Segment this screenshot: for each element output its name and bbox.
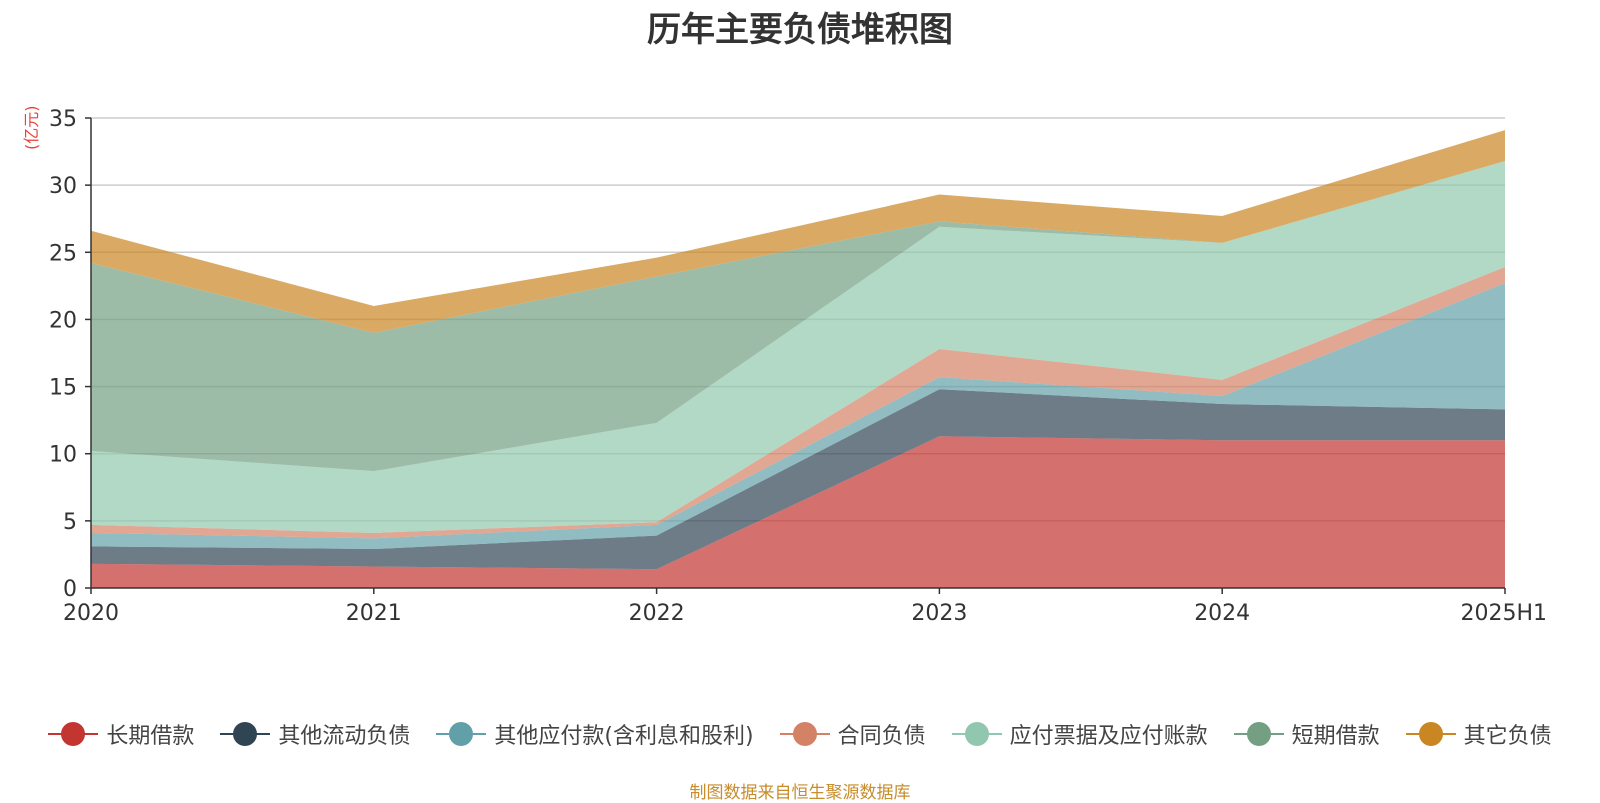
legend-item[interactable]: 合同负债 — [779, 718, 926, 750]
x-tick-label: 2024 — [1194, 601, 1250, 626]
legend-marker-icon — [48, 722, 99, 746]
y-tick-label: 20 — [49, 308, 77, 333]
axes: 0 5 10 15 20 25 30 35 2020 2021 2022 2023 2024 2025H1 — [49, 107, 1547, 626]
y-tick-label: 10 — [49, 443, 77, 468]
legend-label: 合同负债 — [837, 724, 926, 749]
legend-marker-icon — [951, 722, 1002, 746]
legend-label: 短期借款 — [1291, 724, 1380, 749]
x-tick-label: 2021 — [346, 601, 402, 626]
y-tick-label: 30 — [49, 174, 77, 199]
x-tick-label: 2022 — [629, 601, 685, 626]
legend-label: 长期借款 — [106, 724, 195, 749]
y-tick-label: 35 — [49, 107, 77, 132]
x-tick-label: 2020 — [63, 601, 119, 626]
legend-label: 其它负债 — [1463, 724, 1552, 749]
legend-marker-icon — [779, 722, 830, 746]
y-tick-label: 15 — [49, 376, 77, 401]
legend-item[interactable]: 其他应付款(含利息和股利) — [436, 718, 754, 750]
x-tick-label: 2023 — [911, 601, 967, 626]
x-tick-label: 2025H1 — [1460, 601, 1547, 626]
legend-item[interactable]: 应付票据及应付账款 — [951, 718, 1208, 750]
legend-marker-icon — [436, 722, 487, 746]
area-series-1 — [91, 436, 1505, 588]
chart-title: 历年主要负债堆积图 — [647, 10, 953, 50]
area-series-7 — [91, 130, 1505, 333]
y-tick-label: 0 — [63, 577, 77, 602]
y-tick-label: 25 — [49, 241, 77, 266]
source-note: 制图数据来自恒生聚源数据库 — [689, 783, 911, 803]
legend-label: 其他应付款(含利息和股利) — [494, 724, 754, 749]
area-series-2 — [91, 389, 1505, 570]
legend-marker-icon — [220, 722, 271, 746]
legend: 长期借款 其他流动负债 其他应付款(含利息和股利) 合同负债 应付票据及应付账款 短期借款… — [0, 718, 1600, 750]
legend-label: 应付票据及应付账款 — [1009, 724, 1208, 749]
area-series-6 — [91, 160, 1505, 472]
legend-item[interactable]: 长期借款 — [48, 718, 194, 750]
legend-label: 其他流动负债 — [278, 724, 411, 749]
legend-item[interactable]: 其他流动负债 — [220, 718, 410, 750]
legend-item[interactable]: 其它负债 — [1405, 718, 1552, 750]
legend-marker-icon — [1233, 722, 1284, 746]
y-tick-label: 5 — [63, 510, 77, 535]
legend-item[interactable]: 短期借款 — [1233, 718, 1380, 750]
legend-marker-icon — [1405, 722, 1456, 746]
area-series-group — [91, 130, 1505, 588]
area-series-5 — [91, 160, 1505, 533]
